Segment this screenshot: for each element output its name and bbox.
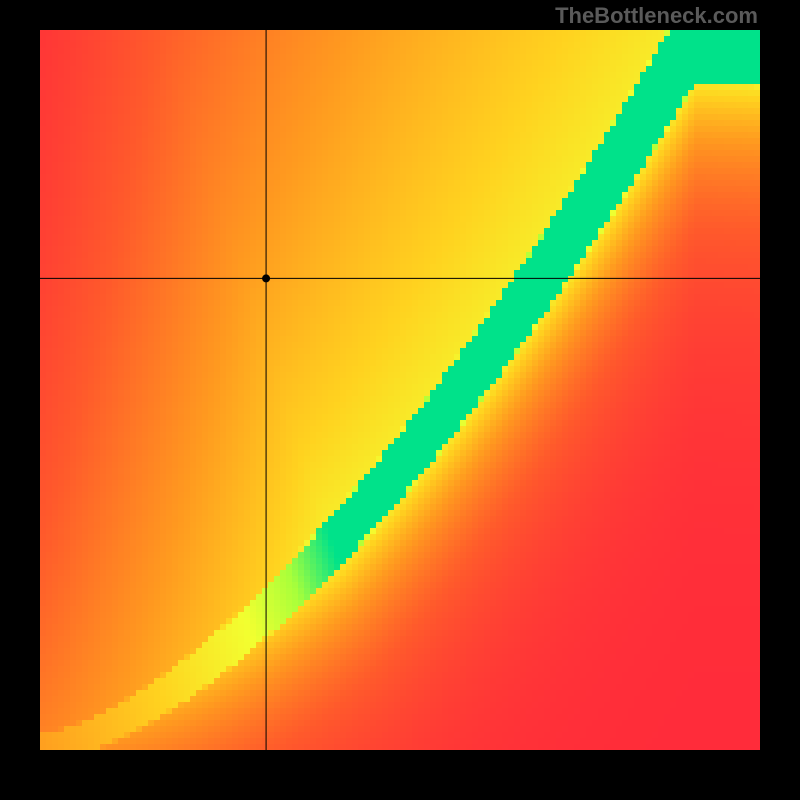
bottleneck-heatmap	[40, 30, 760, 750]
chart-container: TheBottleneck.com	[0, 0, 800, 800]
watermark-text: TheBottleneck.com	[555, 3, 758, 29]
